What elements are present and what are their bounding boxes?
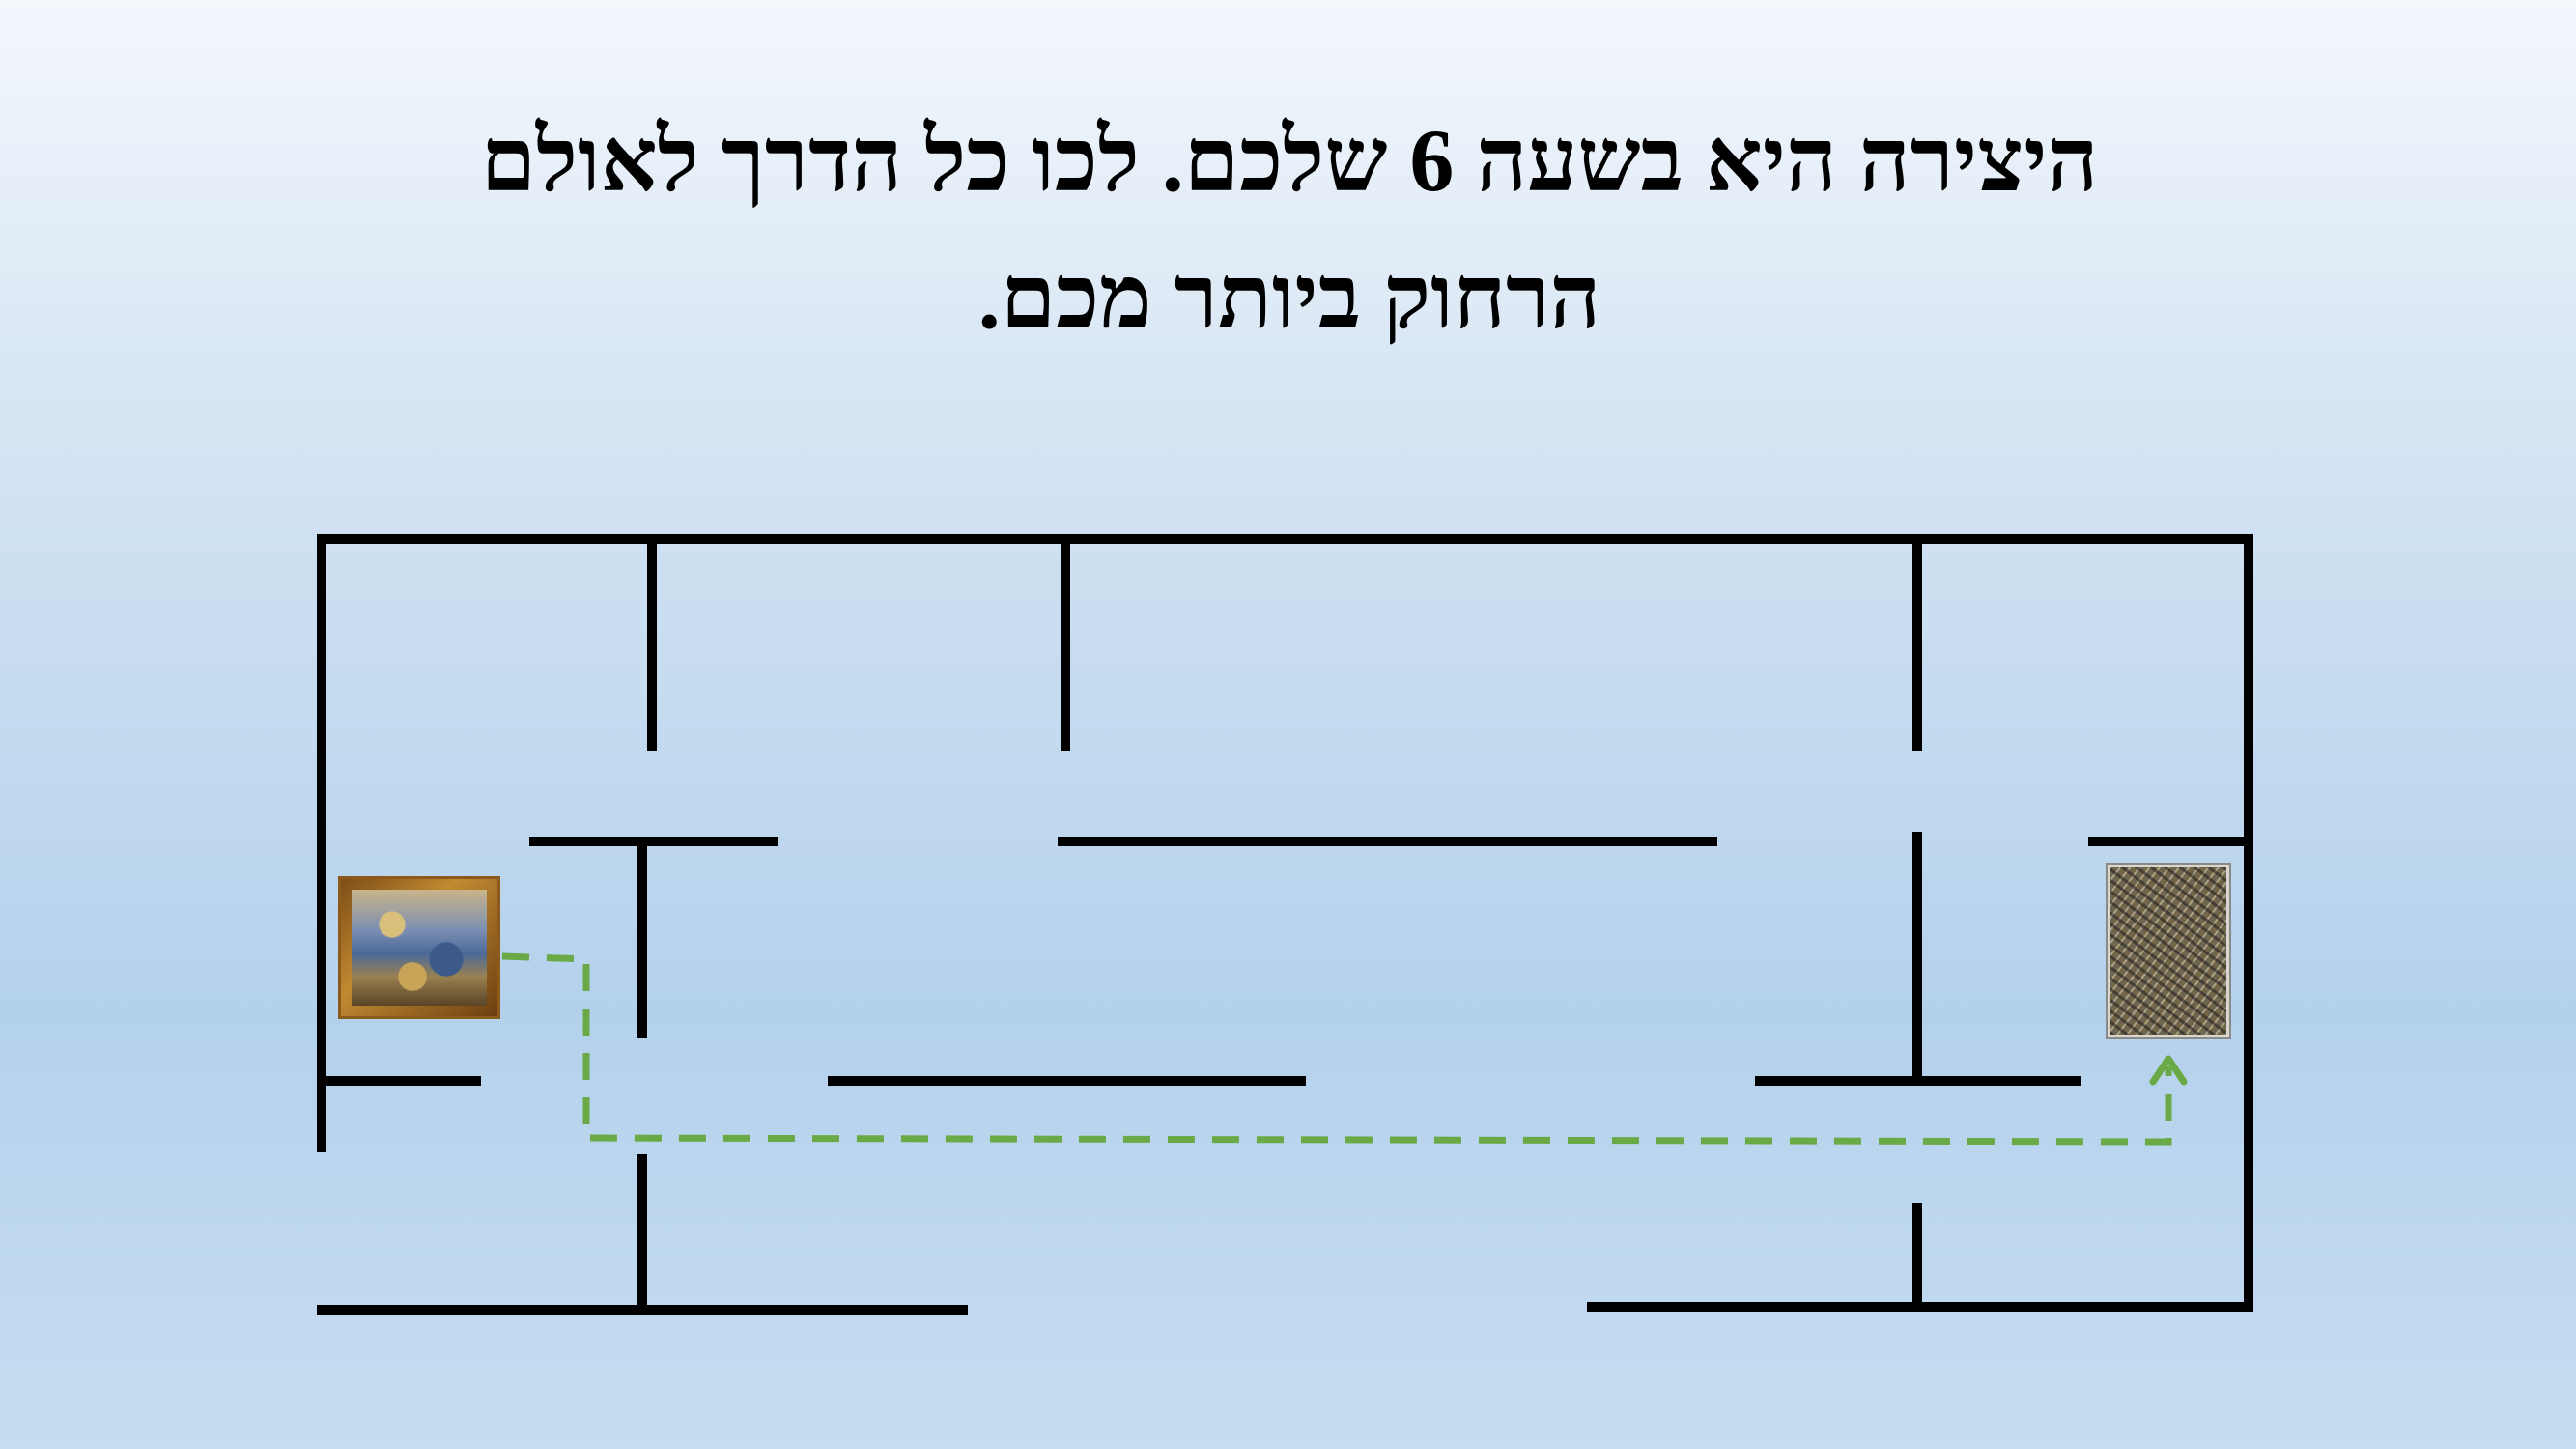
painting-canvas bbox=[2110, 867, 2226, 1035]
abstract-painting-icon bbox=[2106, 863, 2231, 1039]
slide-title: היצירה היא בשעה 6 שלכם. לכו כל הדרך לאול… bbox=[251, 92, 2328, 366]
walls bbox=[317, 534, 2253, 1315]
route-path bbox=[501, 952, 2172, 1146]
title-line-1: היצירה היא בשעה 6 שלכם. לכו כל הדרך לאול… bbox=[480, 111, 2099, 210]
painting-canvas bbox=[352, 890, 487, 1006]
arrow-head-icon bbox=[2149, 1055, 2188, 1086]
framed-painting-icon bbox=[338, 876, 500, 1019]
title-line-2: הרחוק ביותר מכם. bbox=[977, 248, 1601, 347]
